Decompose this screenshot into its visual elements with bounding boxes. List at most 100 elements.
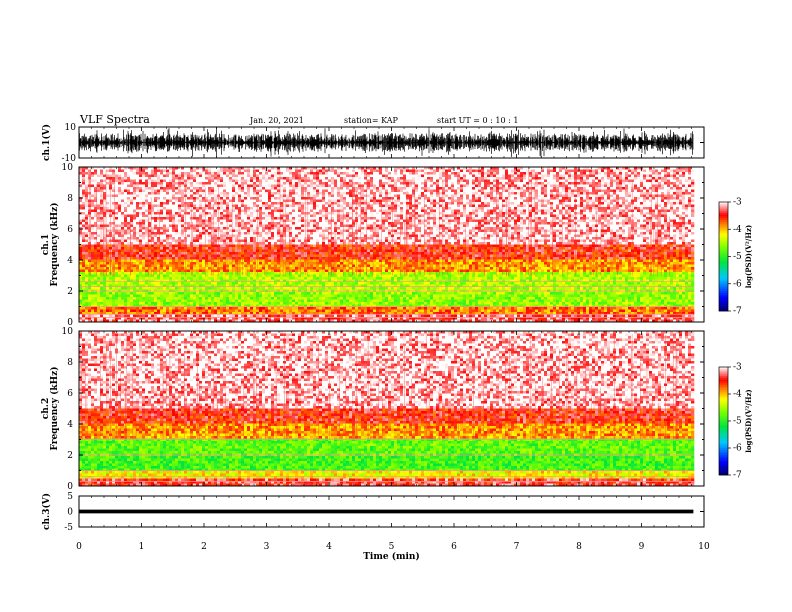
spectrogram-cell	[508, 222, 512, 225]
spectrogram-cell	[670, 217, 674, 220]
spectrogram-cell	[613, 182, 617, 185]
spectrogram-cell	[475, 187, 479, 190]
spectrogram-cell	[586, 194, 590, 198]
spectrogram-cell	[646, 209, 650, 213]
spectrogram-cell	[226, 167, 230, 170]
spectrogram-cell	[670, 204, 674, 208]
spectrogram-cell	[265, 214, 269, 218]
spectrogram-cell	[172, 194, 176, 198]
spectrogram-cell	[388, 222, 392, 225]
spectrogram-cell	[193, 174, 197, 178]
spectrogram-cell	[610, 189, 614, 193]
spectrogram-cell	[94, 209, 98, 213]
spectrogram-cell	[529, 179, 533, 183]
spectrogram-cell	[307, 209, 311, 213]
spectrogram-cell	[337, 167, 341, 170]
spectrogram-cell	[187, 214, 191, 218]
spectrogram-cell	[619, 199, 623, 203]
spectrogram-cell	[367, 224, 371, 228]
spectrogram-cell	[280, 209, 284, 213]
spectrogram-cell	[676, 222, 680, 225]
spectrogram-cell	[223, 214, 227, 218]
spectrogram-cell	[295, 167, 299, 170]
spectrogram-cell	[199, 179, 203, 183]
spectrogram-cell	[475, 189, 479, 193]
spectrogram-cell	[559, 224, 563, 228]
spectrogram-cell	[178, 212, 182, 215]
spectrogram-cell	[265, 192, 269, 195]
spectrogram-cell	[574, 177, 578, 180]
spectrogram-cell	[187, 169, 191, 173]
spectrogram-cell	[139, 212, 143, 215]
spectrogram-cell	[688, 177, 692, 180]
spectrogram-cell	[259, 172, 263, 175]
spectrogram-cell	[397, 204, 401, 208]
spectrogram-cell	[448, 197, 452, 200]
spectrogram-cell	[679, 174, 683, 178]
spectrogram-cell	[361, 189, 365, 193]
spectrogram-cell	[157, 179, 161, 183]
spectrogram-cell	[550, 219, 554, 223]
spectrogram-cell	[688, 222, 692, 225]
spectrogram-cell	[232, 169, 236, 173]
spectrogram-cell	[115, 209, 119, 213]
spectrogram-cell	[106, 194, 110, 198]
spectrogram-cell	[493, 217, 497, 220]
spectrogram-cell	[550, 209, 554, 213]
spectrogram-cell	[175, 169, 179, 173]
spectrogram-cell	[388, 172, 392, 175]
spectrogram-cell	[598, 207, 602, 210]
spectrogram-cell	[319, 219, 323, 223]
spectrogram-cell	[268, 184, 272, 188]
spectrogram-cell	[286, 177, 290, 180]
spectrogram-cell	[178, 224, 182, 228]
spectrogram-cell	[475, 209, 479, 213]
spectrogram-cell	[433, 194, 437, 198]
spectrogram-cell	[331, 179, 335, 183]
spectrogram-cell	[259, 219, 263, 223]
spectrogram-cell	[508, 209, 512, 213]
spectrogram-cell	[121, 194, 125, 198]
spectrogram-cell	[376, 194, 380, 198]
spectrogram-cell	[472, 172, 476, 175]
spectrogram-cell	[601, 222, 605, 225]
spectrogram-cell	[244, 204, 248, 208]
spectrogram-cell	[367, 204, 371, 208]
spectrogram-cell	[418, 222, 422, 225]
spectrogram-cell	[217, 179, 221, 183]
spectrogram-cell	[562, 207, 566, 210]
spectrogram-cell	[196, 187, 200, 190]
spectrogram-cell	[637, 207, 641, 210]
spectrogram-cell	[571, 197, 575, 200]
spectrogram-cell	[655, 182, 659, 185]
spectrogram-cell	[643, 187, 647, 190]
spectrogram-cell	[160, 172, 164, 175]
spectrogram-cell	[334, 169, 338, 173]
spectrogram-cell	[544, 179, 548, 183]
spectrogram-cell	[82, 179, 86, 183]
spectrogram-cell	[604, 194, 608, 198]
spectrogram-cell	[394, 192, 398, 195]
spectrogram-cell	[145, 222, 149, 225]
spectrogram-cell	[205, 179, 209, 183]
spectrogram-cell	[346, 214, 350, 218]
spectrogram-cell	[493, 222, 497, 225]
spectrogram-cell	[568, 214, 572, 218]
spectrogram-cell	[433, 167, 437, 170]
spectrogram-cell	[343, 167, 347, 170]
spectrogram-cell	[589, 222, 593, 225]
spectrogram-cell	[691, 217, 695, 220]
spectrogram-cell	[667, 217, 671, 220]
spectrogram-cell	[292, 177, 296, 180]
spectrogram-cell	[451, 212, 455, 215]
spectrogram-cell	[349, 222, 353, 225]
spectrogram-cell	[154, 204, 158, 208]
spectrogram-cell	[421, 204, 425, 208]
spectrogram-cell	[103, 184, 107, 188]
spectrogram-cell	[160, 179, 164, 183]
spectrogram-cell	[319, 204, 323, 208]
spectrogram-cell	[352, 169, 356, 173]
spectrogram-cell	[547, 187, 551, 190]
spectrogram-cell	[355, 219, 359, 223]
spectrogram-cell	[157, 199, 161, 203]
